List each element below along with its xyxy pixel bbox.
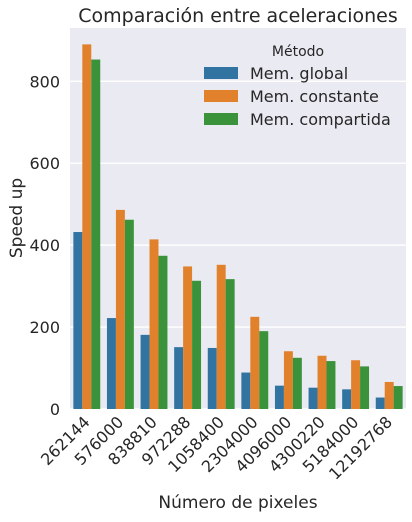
legend-label: Mem. global [250,64,348,83]
bar-mem-global-576000 [106,318,116,409]
y-tick-label: 800 [29,72,60,91]
bar-mem-compartida-838810 [158,255,168,409]
bar-mem-global-4096000 [274,385,284,409]
bar-mem-constante-4300220 [317,355,327,409]
y-tick-labels: 0 200 400 600 800 [29,72,60,419]
bar-mem-global-12192768 [375,397,385,409]
y-tick-label: 600 [29,154,60,173]
bar-mem-global-4300220 [308,387,318,409]
bar-mem-constante-5184000 [351,360,361,409]
bar-mem-compartida-5184000 [360,366,370,409]
bar-mem-constante-12192768 [384,381,394,409]
bars [73,44,403,410]
x-axis-label: Número de pixeles [158,493,317,513]
bar-mem-compartida-2304000 [259,331,269,409]
bar-mem-compartida-972288 [192,280,202,409]
bar-mem-compartida-262144 [91,59,101,409]
x-tick-labels: 2621445760008388109722881058400230400040… [37,412,396,483]
y-tick-label: 400 [29,236,60,255]
legend-swatch [204,67,238,79]
bar-mem-compartida-4096000 [292,357,302,409]
bar-mem-global-5184000 [342,389,352,409]
bar-mem-constante-1058400 [216,264,226,409]
bar-mem-global-262144 [73,232,83,409]
bar-mem-compartida-4300220 [326,361,336,409]
legend: Método Mem. global Mem. constante Mem. com… [204,44,391,129]
bar-mem-global-838810 [140,334,150,409]
bar-mem-constante-262144 [82,44,92,410]
legend-items: Mem. global Mem. constante Mem. compartida [204,64,391,129]
y-tick-label: 0 [50,400,60,419]
bar-mem-global-972288 [174,347,184,409]
chart-title: Comparación entre aceleraciones [78,5,397,27]
bar-mem-global-1058400 [207,347,217,409]
legend-title: Método [272,44,324,60]
bar-mem-compartida-1058400 [225,279,235,409]
legend-swatch [204,90,238,102]
legend-label: Mem. compartida [250,110,391,129]
y-axis-label: Speed up [7,178,27,258]
legend-swatch [204,113,238,125]
bar-mem-constante-838810 [149,239,159,409]
bar-mem-compartida-576000 [124,219,134,409]
y-tick-label: 200 [29,318,60,337]
bar-mem-compartida-12192768 [393,386,403,409]
bar-mem-global-2304000 [241,372,251,409]
bar-mem-constante-972288 [183,266,193,409]
bar-mem-constante-576000 [115,209,125,409]
bar-mem-constante-4096000 [283,351,293,409]
bar-mem-constante-2304000 [250,316,260,409]
legend-label: Mem. constante [250,87,379,106]
